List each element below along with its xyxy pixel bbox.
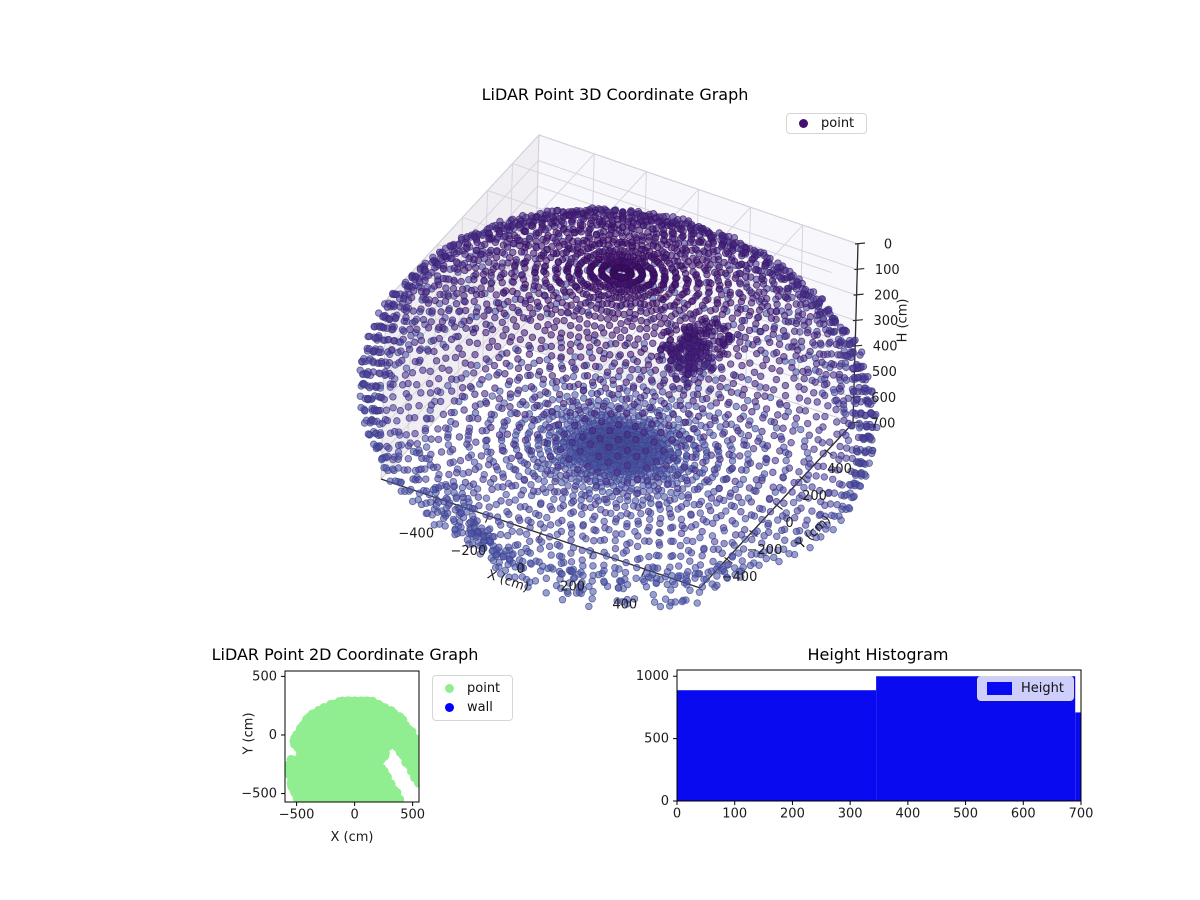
legend-label: point: [821, 116, 855, 131]
lidar-2d-xlabel: X (cm): [330, 830, 374, 845]
point-marker-icon: [799, 119, 808, 128]
height-marker-icon: [987, 682, 1012, 695]
legend-row-point: point: [433, 679, 512, 698]
height-histogram-legend: Height: [977, 676, 1074, 701]
legend-label: Height: [1021, 681, 1064, 696]
lidar-2d-ylabel: Y (cm): [241, 712, 257, 755]
legend-row-point: point: [787, 114, 866, 133]
lidar-2d-legend: point wall: [432, 675, 514, 721]
lidar-3d-title: LiDAR Point 3D Coordinate Graph: [481, 85, 749, 104]
height-histogram-title: Height Histogram: [807, 645, 949, 664]
legend-row-height: Height: [978, 677, 1073, 700]
legend-label: point: [467, 681, 501, 696]
lidar-3d-zlabel: H (cm): [895, 298, 911, 343]
point-marker-icon: [445, 684, 454, 693]
lidar-2d-title: LiDAR Point 2D Coordinate Graph: [211, 645, 479, 664]
legend-label: wall: [467, 700, 493, 715]
lidar-3d-legend: point: [786, 113, 868, 134]
wall-marker-icon: [445, 703, 454, 712]
legend-row-wall: wall: [433, 698, 512, 717]
